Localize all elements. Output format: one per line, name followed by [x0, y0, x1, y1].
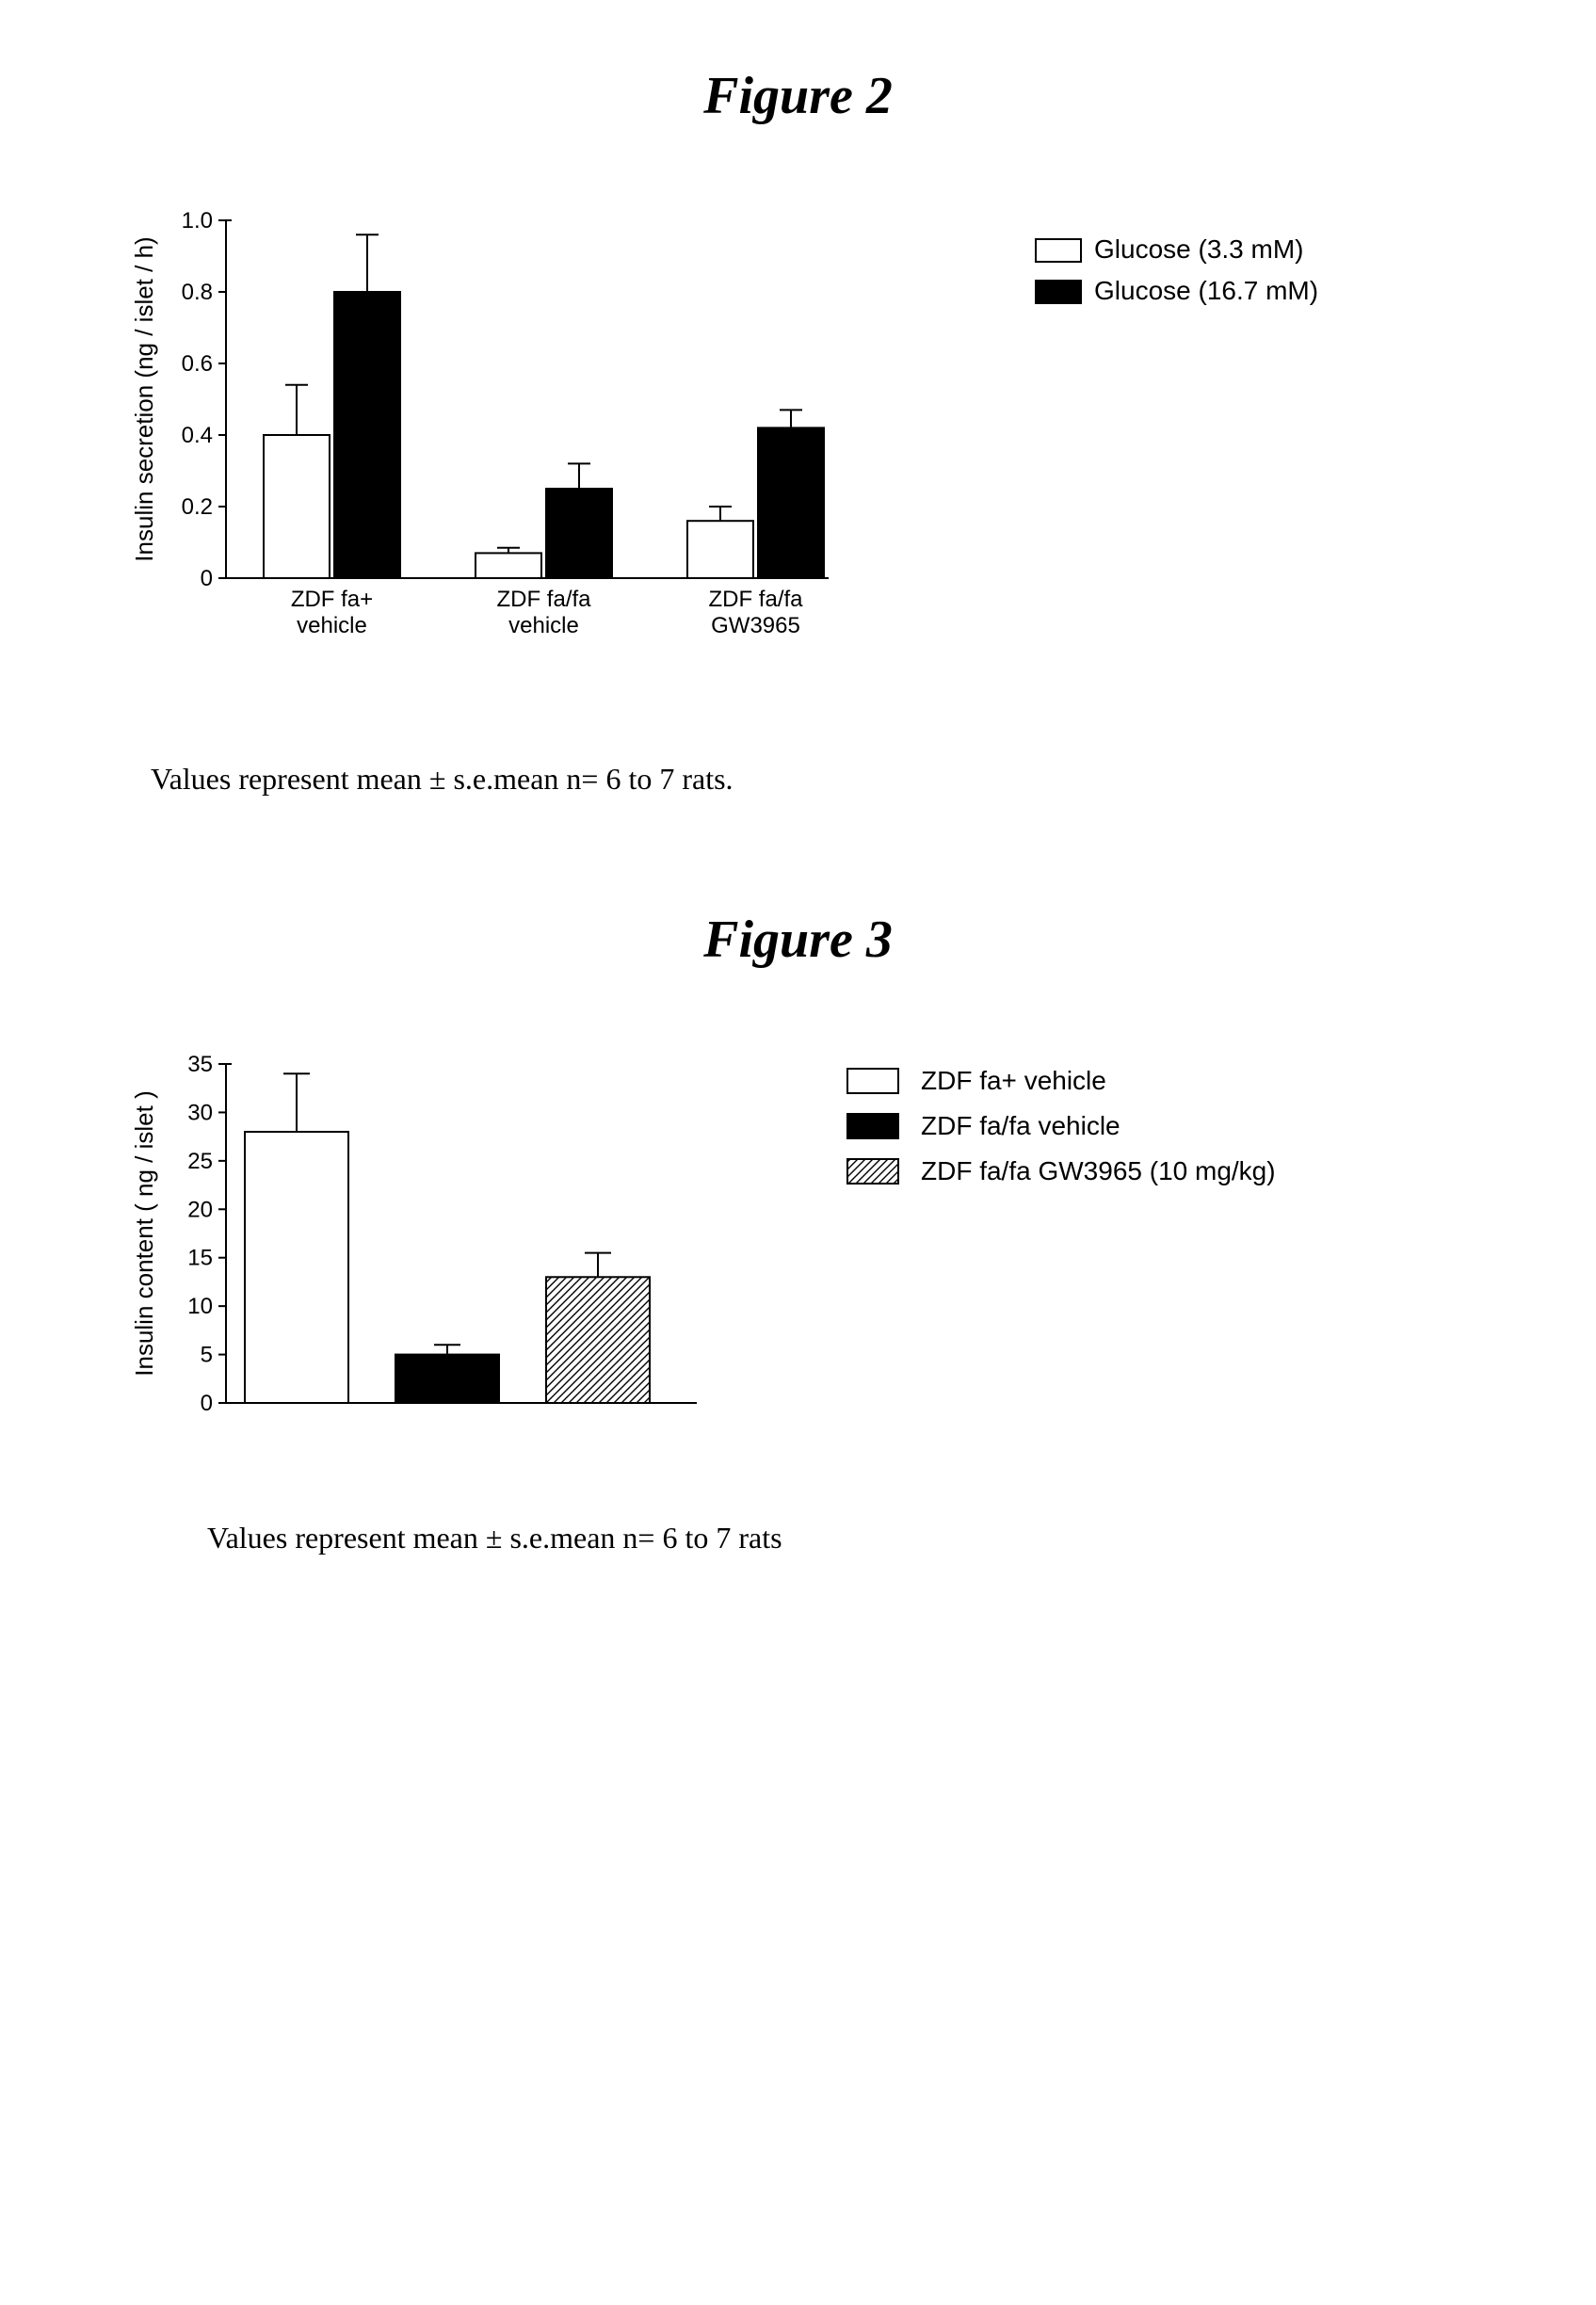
- svg-text:GW3965: GW3965: [711, 613, 800, 638]
- svg-text:ZDF fa/fa GW3965 (10 mg/kg): ZDF fa/fa GW3965 (10 mg/kg): [921, 1156, 1276, 1185]
- svg-text:5: 5: [201, 1343, 213, 1368]
- svg-text:ZDF fa/fa vehicle: ZDF fa/fa vehicle: [921, 1111, 1120, 1140]
- svg-text:10: 10: [187, 1294, 213, 1319]
- svg-text:0.8: 0.8: [182, 280, 213, 305]
- page: Figure 2 0 0.2 0.4 0.6 0.8 1.0 Insulin secreti…: [0, 0, 1596, 1650]
- figure3-title: Figure 3: [0, 910, 1596, 970]
- figure2-caption: Values represent mean ± s.e.mean n= 6 to…: [151, 762, 1596, 797]
- svg-text:Glucose (16.7 mM): Glucose (16.7 mM): [1094, 276, 1318, 305]
- svg-text:vehicle: vehicle: [508, 613, 579, 638]
- svg-text:0.6: 0.6: [182, 351, 213, 377]
- svg-text:Insulin content ( ng / islet ): Insulin content ( ng / islet ): [130, 1090, 158, 1376]
- svg-text:0: 0: [201, 1391, 213, 1416]
- figure2-chart: 0 0.2 0.4 0.6 0.8 1.0 Insulin secretion (ng / …: [113, 201, 1375, 701]
- svg-text:1.0: 1.0: [182, 208, 213, 234]
- svg-text:0: 0: [201, 566, 213, 591]
- figure3-caption: Values represent mean ± s.e.mean n= 6 to…: [207, 1521, 1596, 1555]
- svg-text:ZDF fa/fa: ZDF fa/fa: [708, 587, 803, 612]
- figure3-chart: 0 5 10 15 20 25 30 35 Insulin content ( ng / isl…: [113, 1045, 1375, 1459]
- figure2-title: Figure 2: [0, 66, 1596, 126]
- svg-text:15: 15: [187, 1246, 213, 1271]
- svg-text:30: 30: [187, 1100, 213, 1125]
- svg-text:ZDF fa+ vehicle: ZDF fa+ vehicle: [921, 1066, 1106, 1095]
- svg-text:vehicle: vehicle: [297, 613, 367, 638]
- svg-text:0.4: 0.4: [182, 423, 213, 448]
- svg-text:Insulin secretion (ng / islet: Insulin secretion (ng / islet / h): [130, 236, 158, 561]
- svg-text:0.2: 0.2: [182, 494, 213, 520]
- svg-text:20: 20: [187, 1197, 213, 1222]
- figure2-chart-wrap: 0 0.2 0.4 0.6 0.8 1.0 Insulin secretion (ng / …: [113, 201, 1596, 705]
- svg-text:Glucose (3.3 mM): Glucose (3.3 mM): [1094, 234, 1304, 264]
- svg-text:ZDF fa+: ZDF fa+: [291, 587, 373, 612]
- svg-text:25: 25: [187, 1149, 213, 1174]
- svg-text:ZDF fa/fa: ZDF fa/fa: [496, 587, 591, 612]
- svg-text:35: 35: [187, 1052, 213, 1077]
- figure3-chart-wrap: 0 5 10 15 20 25 30 35 Insulin content ( ng / isl…: [113, 1045, 1596, 1464]
